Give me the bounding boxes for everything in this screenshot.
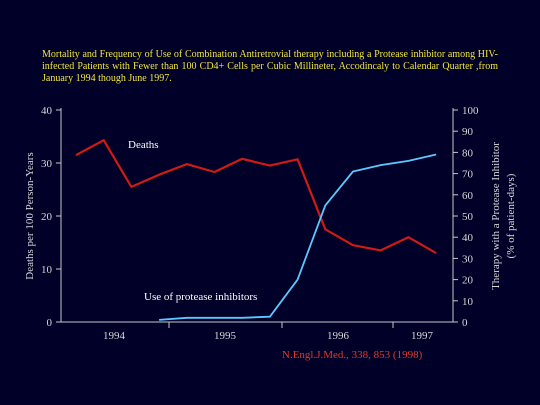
y-right-tick-label: 30 [462, 253, 474, 265]
y-left-tick-label: 40 [41, 105, 53, 117]
y-right-tick-label: 80 [462, 147, 474, 159]
x-tick-label: 1997 [411, 330, 434, 342]
y-axis-left-title: Deaths per 100 Person-Years [24, 152, 36, 280]
y-right-tick-label: 70 [462, 169, 474, 181]
y-right-tick-label: 20 [462, 275, 474, 287]
y-right-tick-label: 0 [462, 317, 468, 329]
labels-group: Deaths Use of protease inhibitors [128, 139, 257, 303]
y-right-tick-label: 100 [462, 105, 479, 117]
y-right-tick-label: 10 [462, 296, 474, 308]
axes-group: 0 10 20 30 40 0 10 20 30 40 50 60 70 80 90 100 1994 1995 1… [24, 105, 517, 342]
chart-title: Mortality and Frequency of Use of Combin… [42, 49, 498, 84]
deaths-series-label: Deaths [128, 139, 159, 151]
y-right-tick-label: 40 [462, 232, 474, 244]
protease-inhibitor-series-line [159, 153, 437, 321]
y-axis-right-title-line2: (% of patient-days) [505, 173, 517, 258]
y-right-tick-label: 50 [462, 211, 474, 223]
x-tick-label: 1996 [327, 330, 350, 342]
y-left-tick-label: 10 [41, 264, 53, 276]
y-left-tick-label: 20 [41, 211, 53, 223]
x-tick-label: 1995 [214, 330, 237, 342]
y-right-tick-label: 90 [462, 126, 474, 138]
series-group [75, 139, 437, 321]
x-tick-label: 1994 [103, 330, 126, 342]
y-left-tick-label: 0 [47, 317, 53, 329]
y-left-tick-label: 30 [41, 158, 53, 170]
y-axis-right-title-line1: Therapy with a Protease Inhibitor [490, 142, 502, 290]
source-citation: N.Engl.J.Med., 338, 853 (1998) [282, 349, 423, 361]
protease-series-label: Use of protease inhibitors [144, 291, 257, 303]
deaths-series-line [75, 139, 437, 255]
y-right-tick-label: 60 [462, 190, 474, 202]
